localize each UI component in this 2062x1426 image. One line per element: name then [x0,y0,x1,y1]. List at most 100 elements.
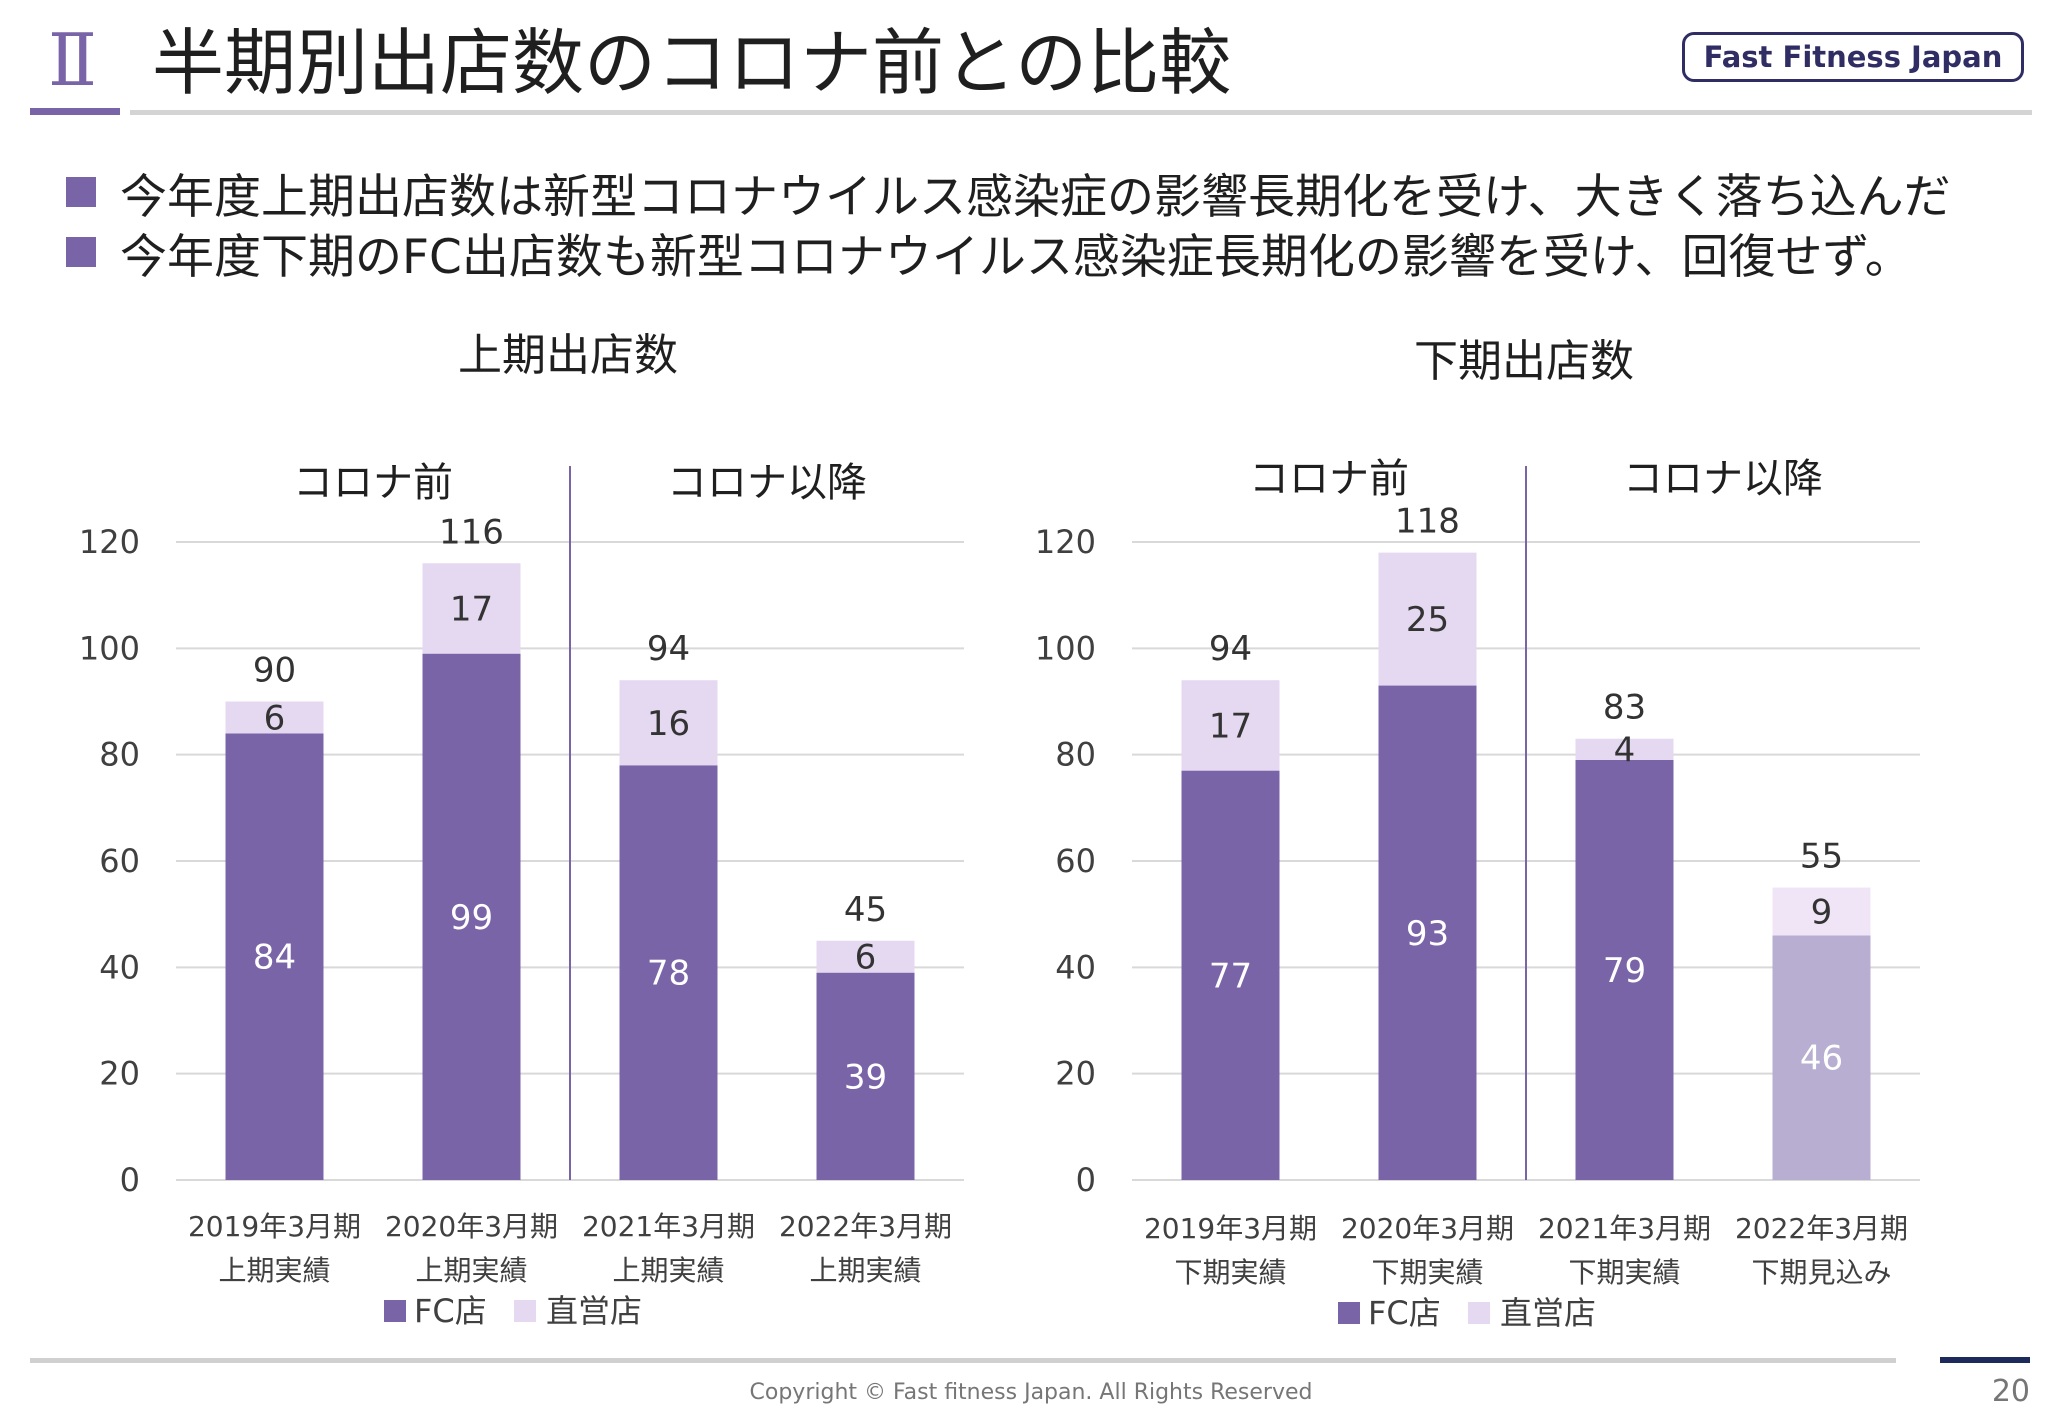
x-tick-label: 上期実績 [809,1254,921,1287]
bar-direct [1772,887,1871,936]
data-label-total: 45 [844,890,887,930]
x-tick-label: 下期実績 [1568,1256,1680,1289]
x-tick-label: 下期見込み [1751,1256,1891,1289]
legend-swatch-direct [514,1300,536,1322]
y-tick-label: 120 [1035,523,1096,561]
bar-direct [816,940,915,973]
bar-direct [619,680,718,766]
bar-fc [619,765,718,1180]
period-label: コロナ以降 [667,460,867,506]
legend-swatch-direct [1468,1302,1490,1324]
y-tick-label: 0 [1076,1161,1096,1199]
period-label: コロナ前 [293,460,453,506]
x-tick-label: 上期実績 [415,1254,527,1287]
bullet-square-icon [66,237,96,267]
legend-label-direct: 直営店 [546,1292,642,1330]
bar-fc [1575,759,1674,1180]
data-label-fc: 79 [1603,951,1646,991]
data-label-direct: 4 [1614,730,1636,770]
data-label-direct: 16 [647,704,690,744]
bar-direct [1575,738,1674,760]
data-label-fc: 77 [1209,956,1252,996]
section-underline [30,108,120,115]
data-label-total: 90 [253,651,296,691]
y-tick-label: 60 [99,842,140,880]
section-number: Ⅱ [48,18,97,102]
y-tick-label: 80 [1055,736,1096,774]
bar-fc [1378,685,1477,1180]
x-tick-label: 2019年3月期 [188,1210,361,1243]
bar-fc [816,972,915,1180]
y-tick-label: 0 [120,1161,140,1199]
x-tick-label: 2019年3月期 [1144,1212,1317,1245]
y-tick-label: 60 [1055,842,1096,880]
legend-swatch-fc [1338,1302,1360,1324]
chart-title: 上期出店数 [458,330,678,381]
y-tick-label: 100 [1035,629,1096,667]
bar-fc [1181,770,1280,1180]
data-label-direct: 6 [264,698,286,738]
page-number: 20 [1991,1374,2030,1409]
x-tick-label: 2020年3月期 [385,1210,558,1243]
data-label-fc: 78 [647,954,690,994]
bullet-item: 今年度下期のFC出店数も新型コロナウイルス感染症長期化の影響を受け、回復せず。 [66,222,2026,285]
chart-title: 下期出店数 [1414,336,1634,387]
period-label: コロナ以降 [1623,456,1823,502]
x-tick-label: 上期実績 [218,1254,330,1287]
company-logo: Fast Fitness Japan [1682,32,2024,82]
data-label-fc: 93 [1406,914,1449,954]
x-tick-label: 2021年3月期 [582,1210,755,1243]
data-label-fc: 84 [253,938,296,978]
period-label: コロナ前 [1249,456,1409,502]
y-tick-label: 20 [99,1055,140,1093]
bullet-text: 今年度上期出店数は新型コロナウイルス感染症の影響長期化を受け、大きく落ち込んだ [120,169,1951,225]
data-label-fc: 46 [1800,1039,1843,1079]
legend-label-fc: FC店 [414,1292,487,1330]
data-label-total: 55 [1800,837,1843,877]
bar-direct [225,701,324,734]
data-label-total: 83 [1603,688,1646,728]
bullet-square-icon [66,177,96,207]
x-tick-label: 2021年3月期 [1538,1212,1711,1245]
page-title: 半期別出店数のコロナ前との比較 [152,21,1232,105]
data-label-fc: 39 [844,1057,887,1097]
y-tick-label: 40 [99,948,140,986]
y-tick-label: 80 [99,736,140,774]
y-tick-label: 20 [1055,1055,1096,1093]
legend-label-direct: 直営店 [1500,1294,1596,1332]
x-tick-label: 下期実績 [1371,1256,1483,1289]
footer-divider [30,1358,1896,1363]
x-tick-label: 下期実績 [1174,1256,1286,1289]
bar-direct [1378,552,1477,686]
x-tick-label: 2020年3月期 [1341,1212,1514,1245]
data-label-total: 116 [439,512,504,552]
footer-accent-bar [1940,1357,2030,1363]
data-label-direct: 6 [855,938,877,978]
copyright-text: Copyright © Fast fitness Japan. All Righ… [749,1380,1313,1405]
bar-direct [422,563,521,654]
bar-fc [1772,935,1871,1180]
data-label-direct: 17 [1209,706,1252,746]
data-label-direct: 17 [450,589,493,629]
header-divider [130,110,2032,115]
bar-fc [422,653,521,1180]
data-label-fc: 99 [450,898,493,938]
x-tick-label: 上期実績 [612,1254,724,1287]
bullet-text: 今年度下期のFC出店数も新型コロナウイルス感染症長期化の影響を受け、回復せず。 [120,229,1912,285]
x-tick-label: 2022年3月期 [779,1210,952,1243]
bullet-item: 今年度上期出店数は新型コロナウイルス感染症の影響長期化を受け、大きく落ち込んだ [66,162,2026,225]
y-tick-label: 100 [79,629,140,667]
y-tick-label: 40 [1055,948,1096,986]
data-label-direct: 25 [1406,600,1449,640]
y-tick-label: 120 [79,523,140,561]
legend-label-fc: FC店 [1368,1294,1441,1332]
data-label-direct: 9 [1811,893,1833,933]
bar-fc [225,733,324,1180]
bar-direct [1181,680,1280,771]
data-label-total: 118 [1395,502,1460,542]
legend-swatch-fc [384,1300,406,1322]
x-tick-label: 2022年3月期 [1735,1212,1908,1245]
data-label-total: 94 [647,629,690,669]
data-label-total: 94 [1209,629,1252,669]
